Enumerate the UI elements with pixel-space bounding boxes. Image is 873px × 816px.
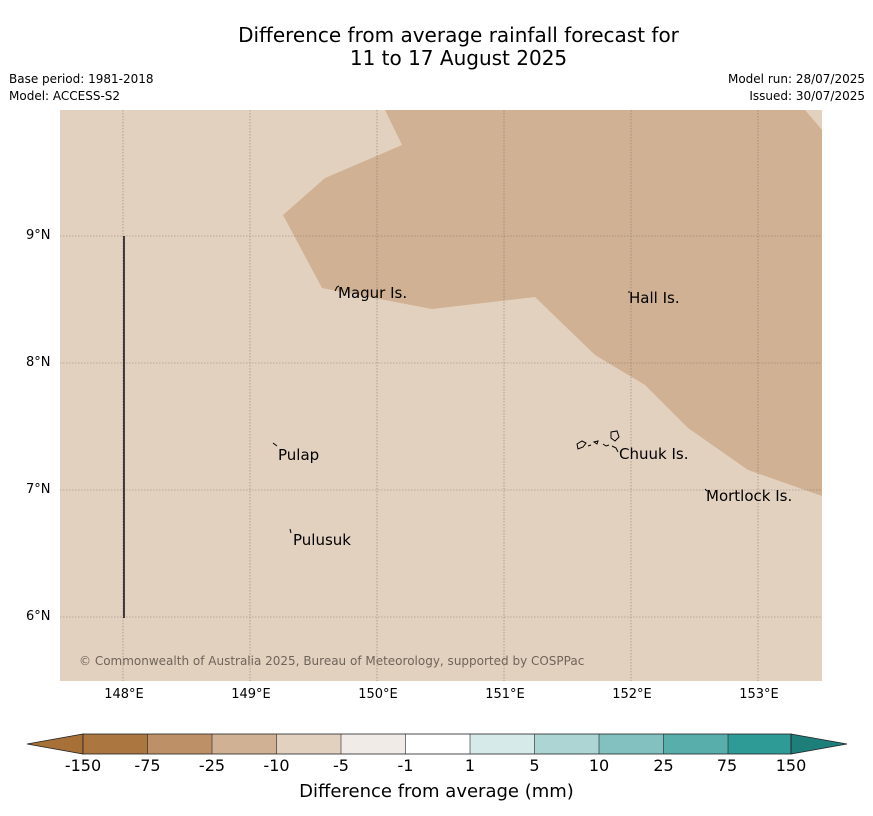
colorbar-tick-label: 25 <box>653 756 674 775</box>
colorbar-tick-label: -150 <box>64 756 102 775</box>
map-title-line-2: 11 to 17 August 2025 <box>349 46 568 70</box>
colorbar-tick-label: -75 <box>134 756 161 775</box>
colorbar-segment-2 <box>147 734 212 754</box>
lon-label-151e: 151°E <box>485 687 525 702</box>
metadata-right: Model run: 28/07/2025 Issued: 30/07/2025 <box>728 71 865 105</box>
colorbar-tick-label: 150 <box>775 756 807 775</box>
colorbar-high-extension <box>790 733 848 755</box>
place-label-pulusuk: Pulusuk <box>293 531 351 549</box>
issued-text: Issued: 30/07/2025 <box>749 89 865 103</box>
lon-label-150e: 150°E <box>358 687 398 702</box>
place-label-magur: Magur Is. <box>338 284 408 302</box>
metadata-left: Base period: 1981-2018 Model: ACCESS-S2 <box>9 71 154 105</box>
lat-label-6n: 6°N <box>26 609 51 624</box>
model-run-text: Model run: 28/07/2025 <box>727 72 865 86</box>
map-title-line-1: Difference from average rainfall forecas… <box>238 23 679 47</box>
copyright-notice: © Commonwealth of Australia 2025, Bureau… <box>79 654 585 668</box>
colorbar-segment-10 <box>663 734 728 754</box>
lat-label-9n: 9°N <box>26 228 51 243</box>
colorbar-segment-5 <box>341 734 406 754</box>
colorbar-frame <box>82 733 792 755</box>
place-label-pulap: Pulap <box>278 446 320 464</box>
colorbar <box>26 733 848 755</box>
graticule <box>60 110 822 681</box>
colorbar-segment-11 <box>728 734 791 754</box>
colorbar-tick-label: 10 <box>588 756 610 775</box>
colorbar-segment-4 <box>276 734 341 754</box>
colorbar-tick-label: 5 <box>529 756 540 775</box>
colorbar-title: Difference from average (mm) <box>299 781 574 802</box>
colorbar-tick-label: 1 <box>464 756 476 775</box>
place-label-mortlock: Mortlock Is. <box>706 487 793 505</box>
colorbar-tick-label: -5 <box>333 756 349 775</box>
colorbar-segment-9 <box>599 734 664 754</box>
island-outlines <box>272 285 708 534</box>
place-label-chuuk: Chuuk Is. <box>619 445 689 463</box>
colorbar-tick-label: -10 <box>263 756 290 775</box>
lon-label-148e: 148°E <box>104 687 144 702</box>
colorbar-segment-8 <box>534 734 599 754</box>
colorbar-tick-label: 75 <box>716 756 738 775</box>
colorbar-segment-1 <box>83 734 148 754</box>
colorbar-tick-label: -25 <box>198 756 226 775</box>
drier-region <box>283 110 822 496</box>
lon-label-152e: 152°E <box>612 687 652 702</box>
lat-label-8n: 8°N <box>26 355 51 370</box>
model-text: Model: ACCESS-S2 <box>9 89 121 103</box>
lon-label-153e: 153°E <box>739 687 779 702</box>
place-label-hall: Hall Is. <box>629 289 680 307</box>
lat-label-7n: 7°N <box>26 482 51 497</box>
colorbar-segment-6 <box>405 734 470 754</box>
colorbar-low-extension <box>26 733 84 755</box>
colorbar-tick-label: -1 <box>397 756 414 775</box>
lon-label-149e: 149°E <box>231 687 271 702</box>
base-period-text: Base period: 1981-2018 <box>9 72 154 86</box>
colorbar-segment-3 <box>212 734 277 754</box>
colorbar-segment-7 <box>470 734 535 754</box>
